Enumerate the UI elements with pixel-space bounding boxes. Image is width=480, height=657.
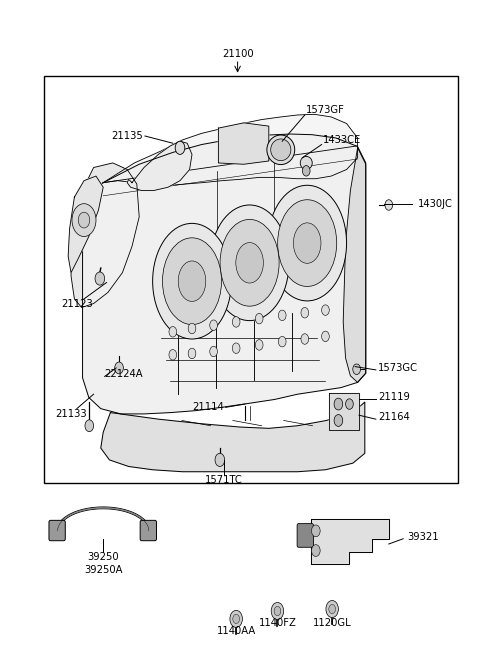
Circle shape xyxy=(72,204,96,237)
Polygon shape xyxy=(71,163,139,307)
Circle shape xyxy=(334,398,343,410)
Circle shape xyxy=(215,453,225,466)
Bar xyxy=(44,76,458,483)
Ellipse shape xyxy=(153,223,231,339)
Ellipse shape xyxy=(268,185,347,301)
Text: 21135: 21135 xyxy=(111,131,143,141)
Circle shape xyxy=(232,343,240,353)
Text: 21114: 21114 xyxy=(192,402,224,413)
Circle shape xyxy=(85,420,94,432)
Polygon shape xyxy=(83,134,366,414)
Text: 1573GF: 1573GF xyxy=(306,105,345,116)
Ellipse shape xyxy=(277,200,337,286)
Circle shape xyxy=(115,362,123,374)
Circle shape xyxy=(346,399,353,409)
Circle shape xyxy=(188,323,196,334)
Text: 39250: 39250 xyxy=(87,552,119,562)
Polygon shape xyxy=(103,114,358,185)
Polygon shape xyxy=(218,123,269,164)
Circle shape xyxy=(353,364,360,374)
Text: 21164: 21164 xyxy=(378,412,409,422)
Circle shape xyxy=(188,348,196,359)
Text: 21100: 21100 xyxy=(222,49,253,59)
Circle shape xyxy=(271,602,284,620)
Circle shape xyxy=(78,212,90,228)
Circle shape xyxy=(232,317,240,327)
Circle shape xyxy=(329,604,336,614)
Circle shape xyxy=(274,606,281,616)
Circle shape xyxy=(278,310,286,321)
Circle shape xyxy=(255,340,263,350)
Text: 21123: 21123 xyxy=(61,298,93,309)
FancyBboxPatch shape xyxy=(140,520,156,541)
Circle shape xyxy=(169,350,177,360)
Ellipse shape xyxy=(178,261,206,302)
Circle shape xyxy=(233,614,240,623)
Circle shape xyxy=(278,336,286,347)
Ellipse shape xyxy=(162,238,222,325)
Text: 39250A: 39250A xyxy=(84,565,122,576)
Ellipse shape xyxy=(300,156,312,170)
Circle shape xyxy=(175,141,185,154)
Text: 1433CE: 1433CE xyxy=(323,135,361,145)
Circle shape xyxy=(312,525,320,537)
Ellipse shape xyxy=(271,139,291,161)
Polygon shape xyxy=(343,148,366,382)
Text: 1571TC: 1571TC xyxy=(205,474,243,485)
Text: 22124A: 22124A xyxy=(105,369,143,380)
Circle shape xyxy=(95,272,105,285)
Text: 1140FZ: 1140FZ xyxy=(259,618,296,628)
Polygon shape xyxy=(311,519,389,564)
Polygon shape xyxy=(127,141,192,191)
Circle shape xyxy=(322,305,329,315)
Circle shape xyxy=(301,334,309,344)
Circle shape xyxy=(385,200,393,210)
Text: 21119: 21119 xyxy=(378,392,409,403)
Text: 1120GL: 1120GL xyxy=(313,618,351,628)
Ellipse shape xyxy=(236,242,264,283)
Ellipse shape xyxy=(267,135,295,165)
Circle shape xyxy=(230,610,242,627)
Polygon shape xyxy=(79,117,366,453)
Ellipse shape xyxy=(220,219,279,306)
Polygon shape xyxy=(329,393,359,430)
FancyBboxPatch shape xyxy=(297,524,313,547)
Ellipse shape xyxy=(293,223,321,263)
Polygon shape xyxy=(101,402,365,472)
Circle shape xyxy=(169,327,177,337)
Text: 1573GC: 1573GC xyxy=(378,363,418,373)
Circle shape xyxy=(302,166,310,176)
Polygon shape xyxy=(68,176,103,273)
Circle shape xyxy=(326,600,338,618)
Circle shape xyxy=(210,320,217,330)
Text: 21133: 21133 xyxy=(55,409,87,419)
Circle shape xyxy=(255,313,263,324)
Text: 39321: 39321 xyxy=(407,532,439,543)
Circle shape xyxy=(301,307,309,318)
Circle shape xyxy=(210,346,217,357)
Circle shape xyxy=(334,415,343,426)
Text: 1430JC: 1430JC xyxy=(418,198,453,209)
FancyBboxPatch shape xyxy=(49,520,65,541)
Ellipse shape xyxy=(210,205,289,321)
Text: 1140AA: 1140AA xyxy=(216,625,256,636)
Circle shape xyxy=(312,545,320,556)
Circle shape xyxy=(322,331,329,342)
